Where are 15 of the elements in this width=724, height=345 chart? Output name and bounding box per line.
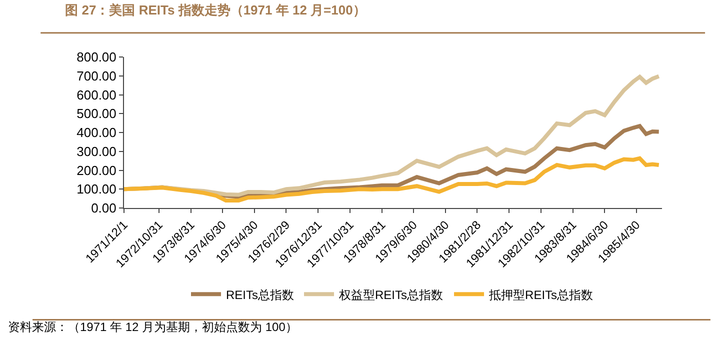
y-tick-label: 700.00 xyxy=(76,68,116,84)
y-tick-label: 800.00 xyxy=(76,50,116,65)
y-tick-label: 0.00 xyxy=(91,200,116,216)
y-tick-label: 500.00 xyxy=(76,106,116,122)
y-tick-label: 100.00 xyxy=(76,182,116,197)
legend-label: REITs总指数 xyxy=(226,288,294,302)
y-tick-label: 600.00 xyxy=(76,87,116,102)
y-tick-label: 200.00 xyxy=(76,162,116,178)
text: 资料来源：（1971 年 12 月为基期，初始点数为 100） xyxy=(8,320,298,334)
y-tick-label: 400.00 xyxy=(76,125,116,140)
y-tick-label: 300.00 xyxy=(76,144,116,159)
line-series xyxy=(124,156,661,202)
chart-title: 图 27：美国 REITs 指数走势（1971 年 12 月=100） xyxy=(65,2,366,18)
legend-label: 抵押型REITs总指数 xyxy=(488,288,594,302)
legend-label: 权益型REITs总指数 xyxy=(338,288,444,302)
